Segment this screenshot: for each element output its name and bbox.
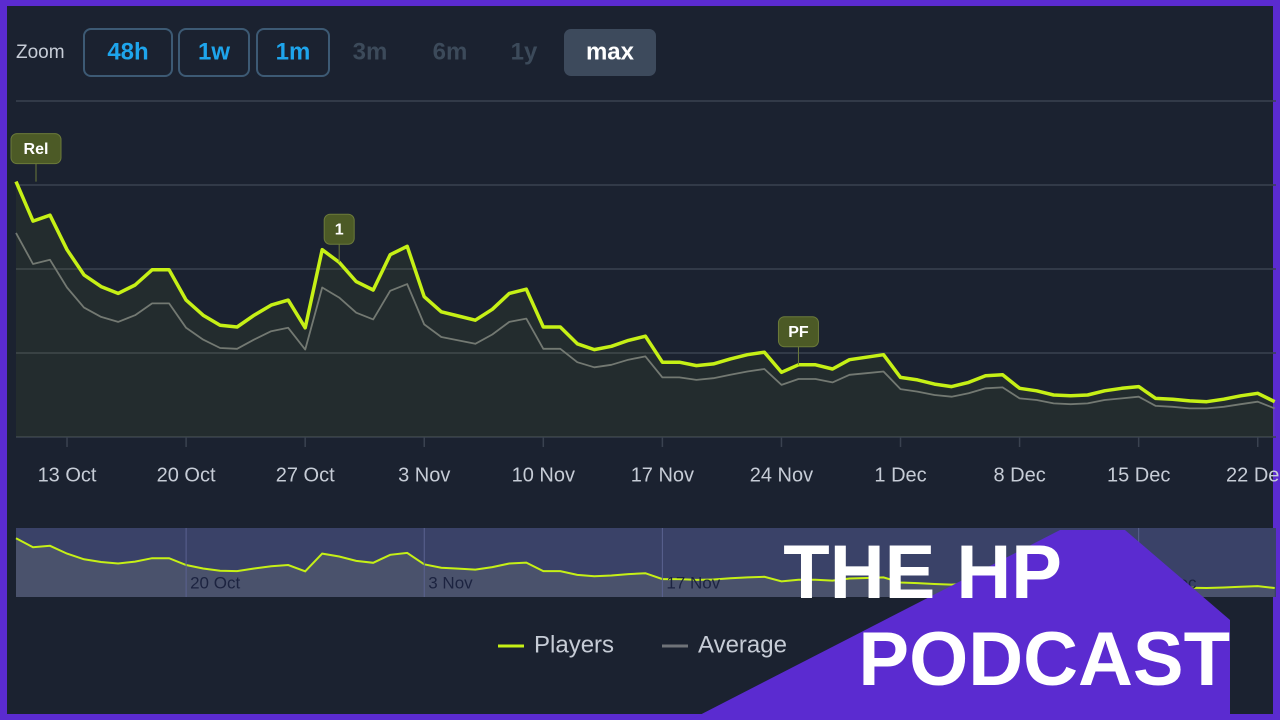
legend-label: Average — [698, 631, 787, 658]
annotation-label: PF — [788, 324, 809, 341]
zoom-bar: Zoom 48h 1w 1m 3m 6m 1y max — [16, 28, 656, 77]
legend: Players Average — [498, 631, 787, 658]
area — [16, 181, 1275, 437]
annotation-flag — [10, 133, 62, 165]
zoom-button-label[interactable]: 48h — [107, 38, 148, 65]
zoom-label: Zoom — [16, 42, 65, 63]
legend-label: Players — [534, 631, 614, 658]
zoom-button-label[interactable]: 1m — [276, 38, 311, 65]
zoom-button-label[interactable]: 1y — [511, 38, 538, 65]
x-tick-label: 24 Nov — [750, 464, 813, 486]
overlay-banner — [690, 530, 1230, 720]
overlay-title: THE HP — [783, 530, 1062, 615]
navigator-label: 3 Nov — [428, 573, 473, 592]
x-tick-label: 20 Oct — [157, 464, 216, 486]
zoom-button-label[interactable]: 6m — [433, 38, 468, 65]
zoom-button-label[interactable]: max — [586, 38, 635, 65]
zoom-button[interactable] — [178, 28, 250, 77]
x-tick-label: 15 Dec — [1107, 464, 1170, 486]
navigator-area — [16, 538, 1275, 597]
annotation-label: 1 — [335, 221, 344, 238]
annotation-flag — [323, 213, 355, 245]
plot: 13 Oct 20 Oct 27 Oct 3 Nov 10 Nov 17 Nov 24 No… — [10, 100, 1280, 486]
zoom-button-label[interactable]: 1w — [198, 38, 230, 65]
zoom-button[interactable] — [256, 28, 330, 77]
annotation-flag — [777, 316, 819, 348]
x-tick-label: 22 Dec — [1226, 464, 1280, 486]
x-tick-label: 17 Nov — [631, 464, 694, 486]
x-tick-label: 10 Nov — [512, 464, 575, 486]
x-tick-label: 27 Oct — [276, 464, 335, 486]
navigator-label: 17 Nov — [666, 573, 720, 592]
series-line — [15, 232, 1276, 410]
x-tick-label: 8 Dec — [993, 464, 1045, 486]
x-tick-label: 13 Oct — [38, 464, 97, 486]
series-line — [14, 180, 1276, 404]
annotation-label: Rel — [24, 141, 49, 158]
overlay-title: PODCAST — [858, 617, 1230, 702]
zoom-button-label[interactable]: 3m — [353, 38, 388, 65]
navigator-label: 20 Oct — [190, 573, 240, 592]
zoom-button[interactable] — [83, 28, 173, 77]
x-tick-label: 3 Nov — [398, 464, 450, 486]
x-tick-label: 1 Dec — [874, 464, 926, 486]
zoom-button[interactable] — [564, 29, 656, 76]
